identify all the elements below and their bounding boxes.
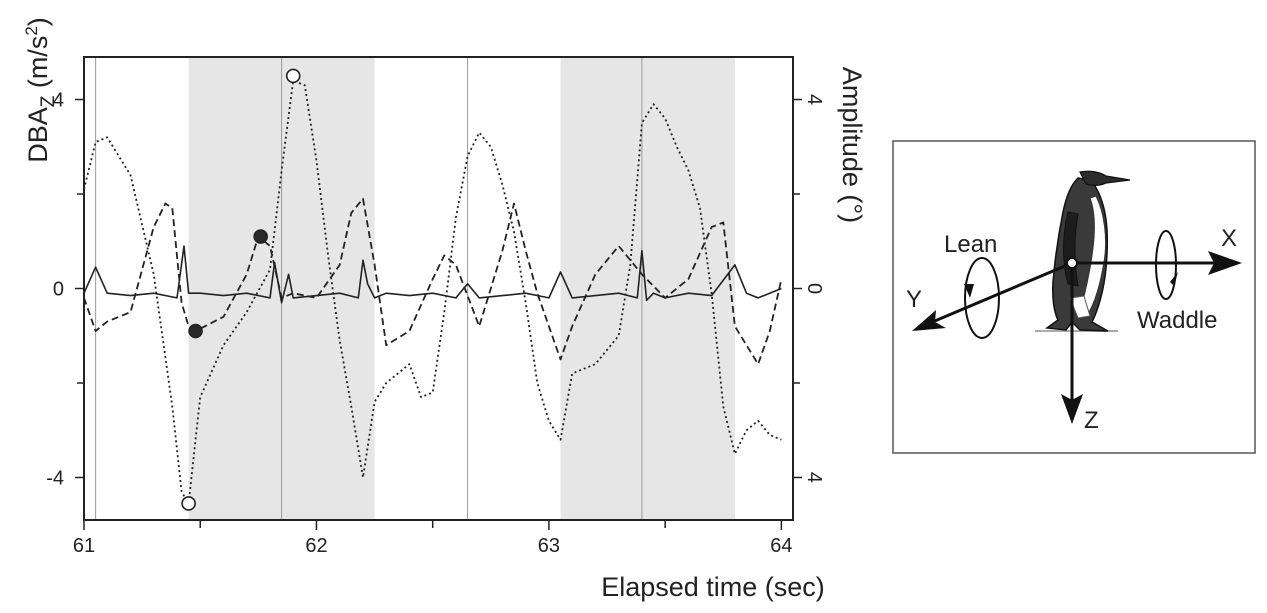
- axes: 61 62 63 64 4 0 -4 4 0 4: [46, 90, 825, 557]
- waddle-rotation-icon: [1155, 230, 1178, 300]
- shaded-region-1: [560, 57, 735, 520]
- series-line-solid: [83, 245, 782, 304]
- y-left-tick-label: 4: [53, 90, 64, 112]
- lean-label: Lean: [944, 231, 997, 258]
- y-left-tick-label: -4: [46, 467, 64, 489]
- x-axis-title: Elapsed time (sec): [601, 572, 825, 602]
- x-axis-label: X: [1221, 225, 1237, 252]
- marker-layer: [181, 68, 301, 511]
- marker-open-3: [285, 68, 301, 84]
- x-tick-label-62: 62: [305, 535, 327, 557]
- x-axis-arrow: [1072, 251, 1242, 275]
- marker-open-0: [181, 496, 196, 511]
- x-tick-label-64: 64: [770, 535, 792, 557]
- x-tick-label-61: 61: [73, 535, 95, 557]
- marker-filled-2: [253, 229, 268, 244]
- z-axis-label: Z: [1084, 407, 1099, 434]
- y-axis-label: Y: [906, 286, 922, 313]
- marker-filled-1: [188, 323, 203, 339]
- reference-lines: [95, 57, 643, 520]
- series-line-dotted: [83, 79, 782, 505]
- y-right-tick-label: 4: [803, 472, 825, 483]
- series-line-dashed: [83, 197, 783, 365]
- y-right-tick-label: 0: [803, 283, 825, 294]
- y-left-tick-label: 0: [53, 279, 64, 301]
- z-axis-arrow: [1061, 263, 1083, 424]
- y-left-axis-title: DBAZ (m/s2): [22, 17, 59, 163]
- y-right-axis-title: Amplitude (°): [837, 67, 867, 223]
- waddle-label: Waddle: [1137, 307, 1217, 334]
- origin-marker: [1066, 257, 1078, 269]
- y-axis-arrow: [912, 261, 1073, 331]
- penguin-axes-diagram: Lean Waddle X Y Z: [892, 140, 1256, 454]
- y-right-tick-label: 4: [803, 94, 825, 105]
- series-layer: [83, 79, 783, 505]
- lean-rotation-icon: [964, 257, 1000, 339]
- x-tick-label-63: 63: [538, 535, 560, 557]
